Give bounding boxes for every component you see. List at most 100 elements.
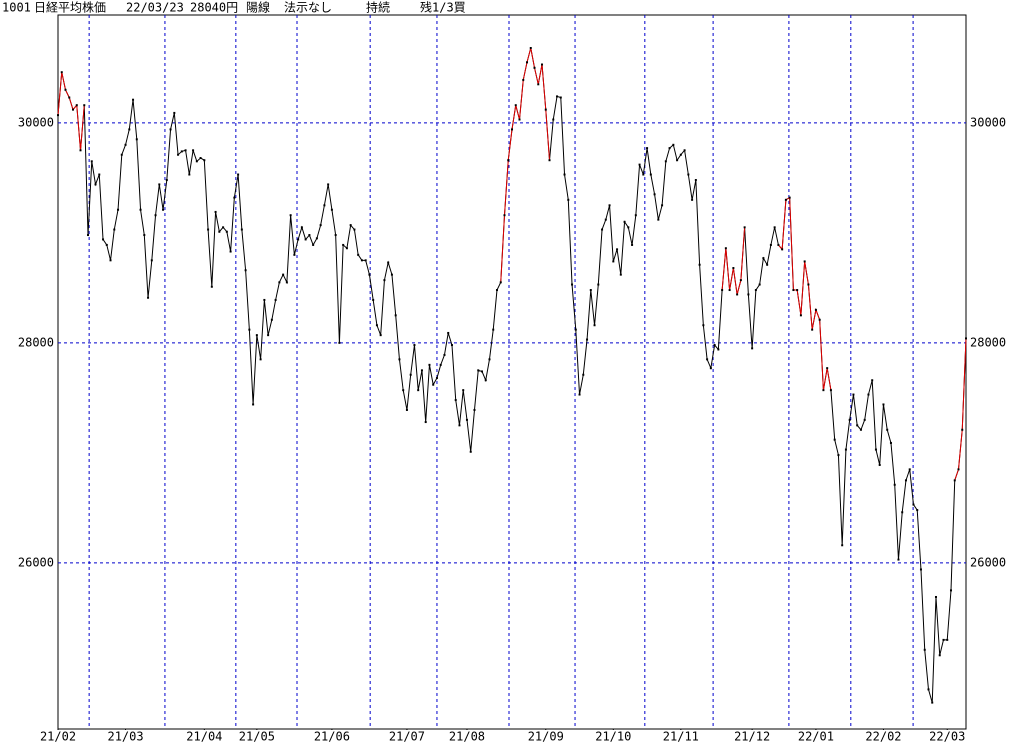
price-dot	[237, 173, 240, 176]
price-dot	[844, 448, 847, 451]
price-dot	[601, 228, 604, 231]
price-dot	[766, 263, 769, 266]
price-dot	[878, 463, 881, 466]
price-dot	[965, 337, 967, 340]
price-dot	[375, 324, 378, 327]
price-dot	[72, 108, 75, 111]
price-dot	[923, 648, 926, 651]
price-dot	[616, 248, 619, 251]
price-dot	[927, 688, 930, 691]
price-dot	[942, 638, 945, 641]
price-dot	[188, 173, 191, 176]
price-dot	[762, 257, 765, 260]
price-dot	[297, 238, 300, 241]
price-dot	[758, 283, 761, 286]
price-dot	[736, 293, 739, 296]
price-dot	[698, 263, 701, 266]
x-tick-label: 21/06	[314, 730, 350, 744]
header-name: 日経平均株価	[34, 0, 106, 15]
price-dot	[893, 483, 896, 486]
price-dot	[357, 253, 360, 256]
price-dot	[574, 328, 577, 331]
price-line-highlight	[954, 338, 967, 481]
price-dot	[368, 273, 371, 276]
price-dot	[64, 88, 67, 91]
price-line-highlight	[721, 227, 746, 295]
price-dot	[409, 373, 412, 376]
price-dot	[203, 159, 206, 162]
price-dot	[60, 71, 63, 74]
price-dot	[342, 243, 345, 246]
price-dot	[252, 403, 255, 406]
price-dot	[886, 428, 889, 431]
header-code: 1001	[2, 1, 31, 15]
price-dot	[826, 367, 829, 370]
x-tick-label: 21/02	[40, 730, 76, 744]
price-dot	[829, 389, 832, 392]
price-dot	[732, 267, 735, 270]
price-dot	[526, 61, 529, 64]
x-tick-label: 21/10	[595, 730, 631, 744]
price-dot	[833, 438, 836, 441]
price-dot	[649, 173, 652, 176]
price-dot	[405, 408, 408, 411]
price-dot	[848, 418, 851, 421]
header-note: 残1/3買	[420, 1, 466, 15]
price-dot	[315, 237, 318, 240]
price-dot	[278, 281, 281, 284]
price-dot	[612, 260, 615, 263]
price-dot	[154, 214, 157, 217]
price-dot	[113, 228, 116, 231]
price-dot	[841, 544, 844, 547]
price-dot	[687, 173, 690, 176]
price-dot	[514, 104, 517, 107]
price-dot	[811, 328, 814, 331]
price-dot	[871, 379, 874, 382]
price-dot	[901, 511, 904, 514]
price-dot	[413, 344, 416, 347]
price-dot	[631, 243, 634, 246]
price-dot	[443, 353, 446, 356]
price-dot	[165, 179, 168, 182]
x-tick-label: 21/11	[663, 730, 699, 744]
price-dot	[589, 289, 592, 292]
y-tick-label-right: 28000	[970, 335, 1006, 349]
price-dot	[173, 111, 176, 114]
price-dot	[285, 281, 288, 284]
price-dot	[619, 273, 622, 276]
price-dot	[946, 638, 949, 641]
price-dot	[747, 293, 750, 296]
header-price: 28040円	[190, 1, 238, 15]
price-dot	[541, 63, 544, 66]
price-dot	[822, 389, 825, 392]
price-dot	[889, 441, 892, 444]
price-dot	[608, 204, 611, 207]
price-dot	[57, 114, 59, 117]
price-dot	[777, 243, 780, 246]
x-tick-label: 21/12	[734, 730, 770, 744]
price-dot	[248, 328, 251, 331]
price-dot	[462, 389, 465, 392]
price-dot	[323, 204, 326, 207]
price-dot	[533, 66, 536, 69]
price-dot	[424, 421, 427, 424]
price-dot	[661, 204, 664, 207]
price-dot	[293, 253, 296, 256]
price-dot	[559, 96, 562, 99]
price-dot	[874, 448, 877, 451]
price-dot	[571, 283, 574, 286]
price-dot	[210, 285, 213, 288]
header-candle: 陽線	[246, 0, 270, 15]
price-dot	[769, 243, 772, 246]
price-dot	[79, 149, 82, 152]
x-tick-label: 22/01	[798, 730, 834, 744]
price-dot	[495, 289, 498, 292]
price-dot	[807, 283, 810, 286]
price-dot	[135, 138, 138, 141]
x-tick-label: 22/02	[865, 730, 901, 744]
price-dot	[345, 247, 348, 250]
price-dot	[788, 196, 791, 199]
price-dot	[162, 208, 165, 211]
price-dot	[552, 118, 555, 121]
price-dot	[105, 243, 108, 246]
